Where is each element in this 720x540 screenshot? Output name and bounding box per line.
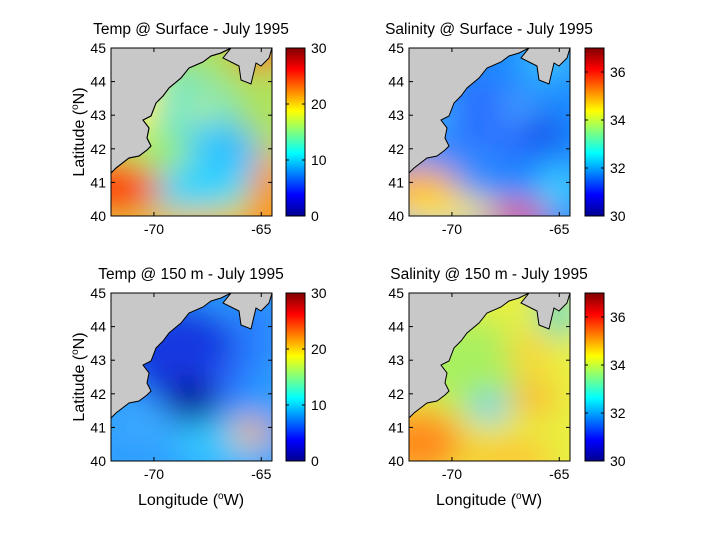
- colorbar-tick-label: 34: [610, 112, 626, 128]
- axes-frame: [110, 47, 273, 217]
- ticks-layer: 40 41 42 43 44 45 -70 -65 0 10 20 30 40 41 42 43 44 45 -70…: [90, 40, 625, 482]
- colorbar-tick-label: 30: [311, 285, 327, 301]
- colorbar-tick-label: 36: [610, 309, 626, 325]
- y-axis-label: Latitude (oN): [70, 87, 88, 176]
- colorbar-tick-label: 34: [610, 357, 626, 373]
- y-tick-label: 44: [388, 74, 404, 90]
- colorbar-tick-label: 30: [610, 453, 626, 469]
- y-tick-label: 42: [388, 141, 404, 157]
- land-mask-outline: [111, 48, 232, 174]
- colorbar: [285, 47, 306, 217]
- y-tick-label: 42: [388, 386, 404, 402]
- panel-salinity-150m: Salinity @ 150 m - July 1995: [390, 266, 605, 462]
- colorbar-tick-label: 30: [311, 40, 327, 56]
- y-tick-label: 43: [388, 352, 404, 368]
- panel-temp-150m: Temp @ 150 m - July 1995: [98, 266, 306, 462]
- colorbar: [285, 292, 306, 462]
- panel-salinity-surface: Salinity @ Surface - July 1995: [385, 21, 605, 217]
- colorbar-tick-label: 32: [610, 405, 626, 421]
- y-tick-label: 41: [388, 174, 404, 190]
- panel-temp-surface: Temp @ Surface - July 1995: [93, 21, 306, 217]
- y-tick-label: 40: [90, 208, 106, 224]
- field: [409, 293, 570, 461]
- axes-frame: [110, 292, 273, 462]
- y-tick-label: 45: [388, 285, 404, 301]
- y-axis-label: Latitude (oN): [70, 332, 88, 421]
- y-tick-label: 44: [90, 74, 106, 90]
- colorbar-tick-label: 10: [311, 397, 327, 413]
- map-area: [111, 293, 272, 461]
- y-tick-label: 42: [90, 141, 106, 157]
- map-area: [111, 48, 272, 216]
- y-tick-label: 41: [90, 419, 106, 435]
- x-tick-label: -65: [251, 466, 271, 482]
- panel-title: Temp @ Surface - July 1995: [93, 21, 289, 38]
- x-tick-label: -70: [442, 466, 462, 482]
- y-tick-label: 40: [90, 453, 106, 469]
- y-tick-label: 45: [90, 40, 106, 56]
- panel-title: Temp @ 150 m - July 1995: [98, 266, 283, 283]
- colorbar-tick-label: 20: [311, 341, 327, 357]
- y-tick-label: 44: [90, 319, 106, 335]
- x-tick-label: -70: [144, 466, 164, 482]
- y-tick-label: 41: [90, 174, 106, 190]
- colorbar-tick-label: 0: [311, 208, 319, 224]
- axes-frame: [408, 47, 571, 217]
- colorbar-tick-label: 20: [311, 96, 327, 112]
- y-tick-label: 40: [388, 453, 404, 469]
- map-area: [409, 293, 570, 461]
- colorbar: [584, 292, 605, 462]
- y-tick-label: 43: [90, 107, 106, 123]
- land-mask: [409, 293, 570, 461]
- colorbar-tick-label: 0: [311, 453, 319, 469]
- colorbar-tick-label: 36: [610, 64, 626, 80]
- y-tick-label: 40: [388, 208, 404, 224]
- y-tick-label: 42: [90, 386, 106, 402]
- x-tick-label: -70: [144, 221, 164, 237]
- y-tick-label: 45: [90, 285, 106, 301]
- colorbar-tick-label: 32: [610, 160, 626, 176]
- panel-title: Salinity @ 150 m - July 1995: [390, 266, 588, 283]
- y-tick-label: 43: [90, 352, 106, 368]
- axes-frame: [408, 292, 571, 462]
- panel-title: Salinity @ Surface - July 1995: [385, 21, 593, 38]
- colorbar-tick-label: 10: [311, 152, 327, 168]
- land-mask: [111, 293, 272, 461]
- x-tick-label: -65: [549, 221, 569, 237]
- x-tick-label: -65: [251, 221, 271, 237]
- y-tick-label: 44: [388, 319, 404, 335]
- colorbar-tick-label: 30: [610, 208, 626, 224]
- colorbar: [584, 47, 605, 217]
- land-mask: [409, 48, 570, 216]
- y-tick-label: 41: [388, 419, 404, 435]
- x-axis-label: Longitude (oW): [436, 491, 542, 509]
- y-tick-label: 45: [388, 40, 404, 56]
- y-tick-label: 43: [388, 107, 404, 123]
- x-axis-label: Longitude (oW): [138, 491, 244, 509]
- x-tick-label: -70: [442, 221, 462, 237]
- x-tick-label: -65: [549, 466, 569, 482]
- map-area: [409, 48, 570, 216]
